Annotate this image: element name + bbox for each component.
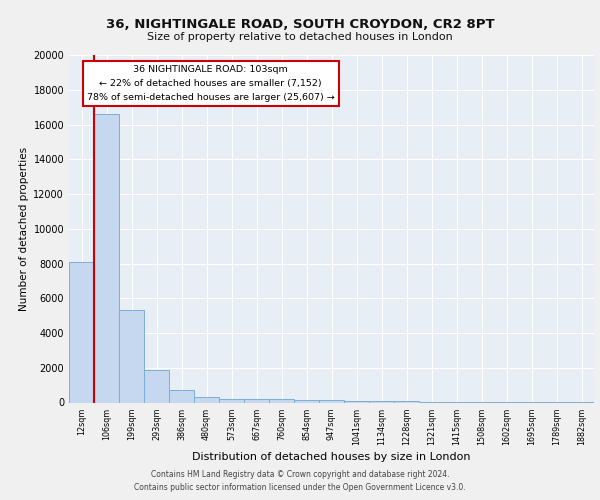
Bar [94, 114, 119, 403]
Text: 36 NIGHTINGALE ROAD: 103sqm
← 22% of detached houses are smaller (7,152)
78% of : 36 NIGHTINGALE ROAD: 103sqm ← 22% of det… [87, 66, 335, 102]
Bar [119, 310, 144, 402]
Bar [169, 390, 194, 402]
X-axis label: Distribution of detached houses by size in London: Distribution of detached houses by size … [192, 452, 471, 462]
Bar [194, 398, 219, 402]
Text: Size of property relative to detached houses in London: Size of property relative to detached ho… [147, 32, 453, 42]
Bar [269, 400, 294, 402]
Bar [244, 399, 269, 402]
Bar [69, 262, 94, 402]
Text: 36, NIGHTINGALE ROAD, SOUTH CROYDON, CR2 8PT: 36, NIGHTINGALE ROAD, SOUTH CROYDON, CR2… [106, 18, 494, 30]
Bar [344, 401, 369, 402]
Bar [369, 401, 394, 402]
Bar [219, 398, 244, 402]
Y-axis label: Number of detached properties: Number of detached properties [19, 146, 29, 311]
Text: Contains HM Land Registry data © Crown copyright and database right 2024.
Contai: Contains HM Land Registry data © Crown c… [134, 470, 466, 492]
Bar [319, 400, 344, 402]
Bar [144, 370, 169, 402]
Bar [294, 400, 319, 402]
